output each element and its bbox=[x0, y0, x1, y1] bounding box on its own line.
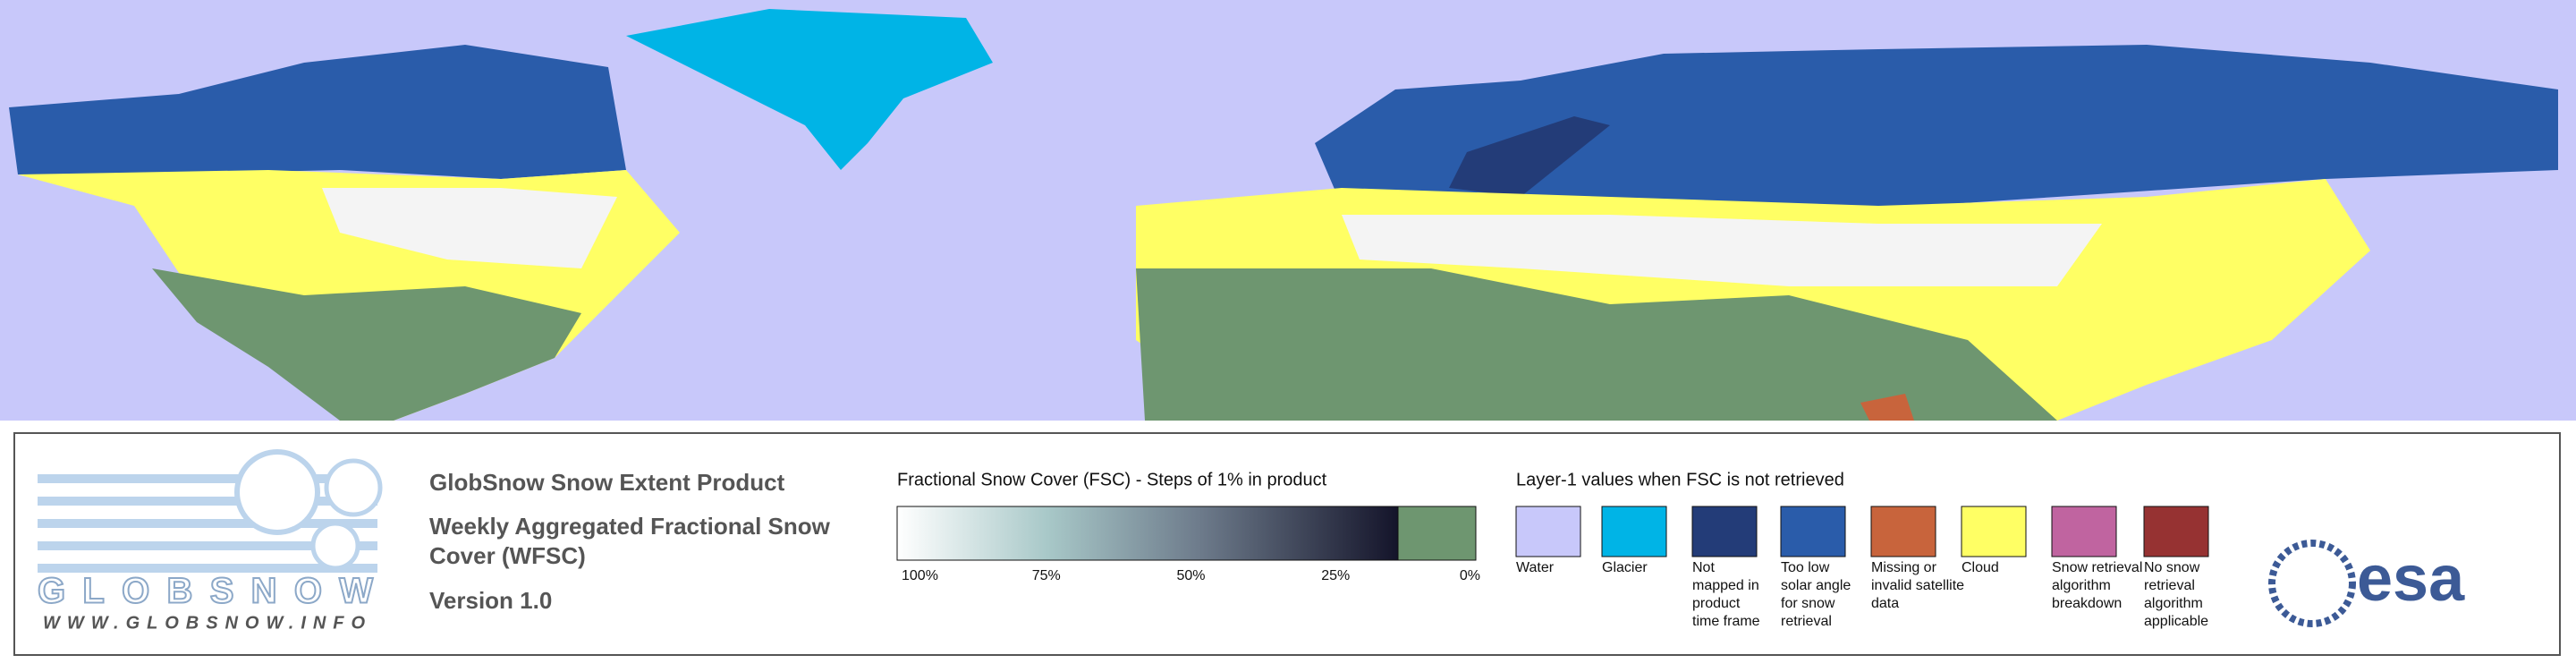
logo-stripe bbox=[38, 497, 377, 506]
class-swatch bbox=[1780, 506, 1846, 557]
north-america-snowcover bbox=[322, 188, 617, 268]
snowflake bbox=[324, 458, 383, 517]
product-title: GlobSnow Snow Extent Product bbox=[429, 469, 785, 496]
fsc-tick-label: 50% bbox=[1176, 568, 1205, 583]
snowflake bbox=[310, 521, 360, 571]
esa-logo: esa bbox=[2268, 540, 2465, 627]
logo-stripe bbox=[38, 564, 377, 573]
class-label: retrieval bbox=[1781, 614, 1832, 629]
class-swatch bbox=[1601, 506, 1667, 557]
agency-name: esa bbox=[2357, 543, 2465, 615]
class-label: retrieval bbox=[2144, 578, 2195, 593]
missing-data bbox=[1860, 394, 1914, 421]
class-label: invalid satellite bbox=[1871, 578, 1964, 593]
fsc-tick-label: 100% bbox=[902, 568, 938, 583]
logo-stripe bbox=[38, 541, 377, 550]
greenland bbox=[626, 9, 993, 170]
product-subtitle: Weekly Aggregated Fractional Snow bbox=[429, 513, 831, 540]
class-swatch bbox=[1870, 506, 1936, 557]
class-label: Cloud bbox=[1962, 560, 1999, 575]
product-subtitle: Cover (WFSC) bbox=[429, 542, 586, 569]
class-swatch bbox=[2143, 506, 2209, 557]
class-swatch bbox=[1691, 506, 1758, 557]
esa-emblem bbox=[2268, 540, 2356, 627]
eurasia-snowcover bbox=[1342, 215, 2102, 286]
layer1-legend-title: Layer-1 values when FSC is not retrieved bbox=[1516, 470, 1844, 489]
class-label: Not bbox=[1692, 560, 1715, 575]
snowflake bbox=[234, 449, 320, 535]
class-label: algorithm bbox=[2144, 596, 2203, 611]
eurasia-land bbox=[1136, 268, 2057, 421]
class-label: Missing or bbox=[1871, 560, 1937, 575]
class-label: data bbox=[1871, 596, 1899, 611]
logo-stripe bbox=[38, 519, 377, 528]
map bbox=[0, 0, 2576, 421]
north-america-land bbox=[152, 268, 581, 421]
fsc-tick-label: 75% bbox=[1032, 568, 1061, 583]
class-label: Snow retrieval bbox=[2052, 560, 2142, 575]
north-america-snow bbox=[9, 45, 626, 179]
eurasia-unmapped bbox=[1449, 116, 1610, 197]
class-label: algorithm bbox=[2052, 578, 2111, 593]
class-label: solar angle bbox=[1781, 578, 1851, 593]
class-label: time frame bbox=[1692, 614, 1760, 629]
product-version: Version 1.0 bbox=[429, 587, 552, 614]
logo-stripe bbox=[38, 474, 377, 483]
class-label: No snow bbox=[2144, 560, 2200, 575]
class-label: mapped in bbox=[1692, 578, 1759, 593]
class-swatch bbox=[1515, 506, 1581, 557]
fsc-color-bar bbox=[896, 506, 1399, 561]
class-swatch bbox=[1961, 506, 2027, 557]
eurasia-north bbox=[1315, 45, 2558, 215]
class-label: for snow bbox=[1781, 596, 1835, 611]
fsc-zero-swatch bbox=[1397, 506, 1477, 561]
class-label: breakdown bbox=[2052, 596, 2122, 611]
fsc-tick-label: 0% bbox=[1460, 568, 1480, 583]
class-swatch bbox=[2051, 506, 2117, 557]
class-label: applicable bbox=[2144, 614, 2208, 629]
class-label: Water bbox=[1516, 560, 1555, 575]
fsc-tick-label: 25% bbox=[1321, 568, 1350, 583]
class-label: Too low bbox=[1781, 560, 1830, 575]
class-label: product bbox=[1692, 596, 1741, 611]
layer1-classes: Water Glacier Not mapped in product time fram… bbox=[1515, 506, 2209, 629]
fsc-legend-title: Fractional Snow Cover (FSC) - Steps of 1… bbox=[897, 470, 1327, 489]
class-label: Glacier bbox=[1602, 560, 1648, 575]
fsc-ticks: 100% 75% 50% 25% 0% bbox=[902, 568, 1480, 583]
